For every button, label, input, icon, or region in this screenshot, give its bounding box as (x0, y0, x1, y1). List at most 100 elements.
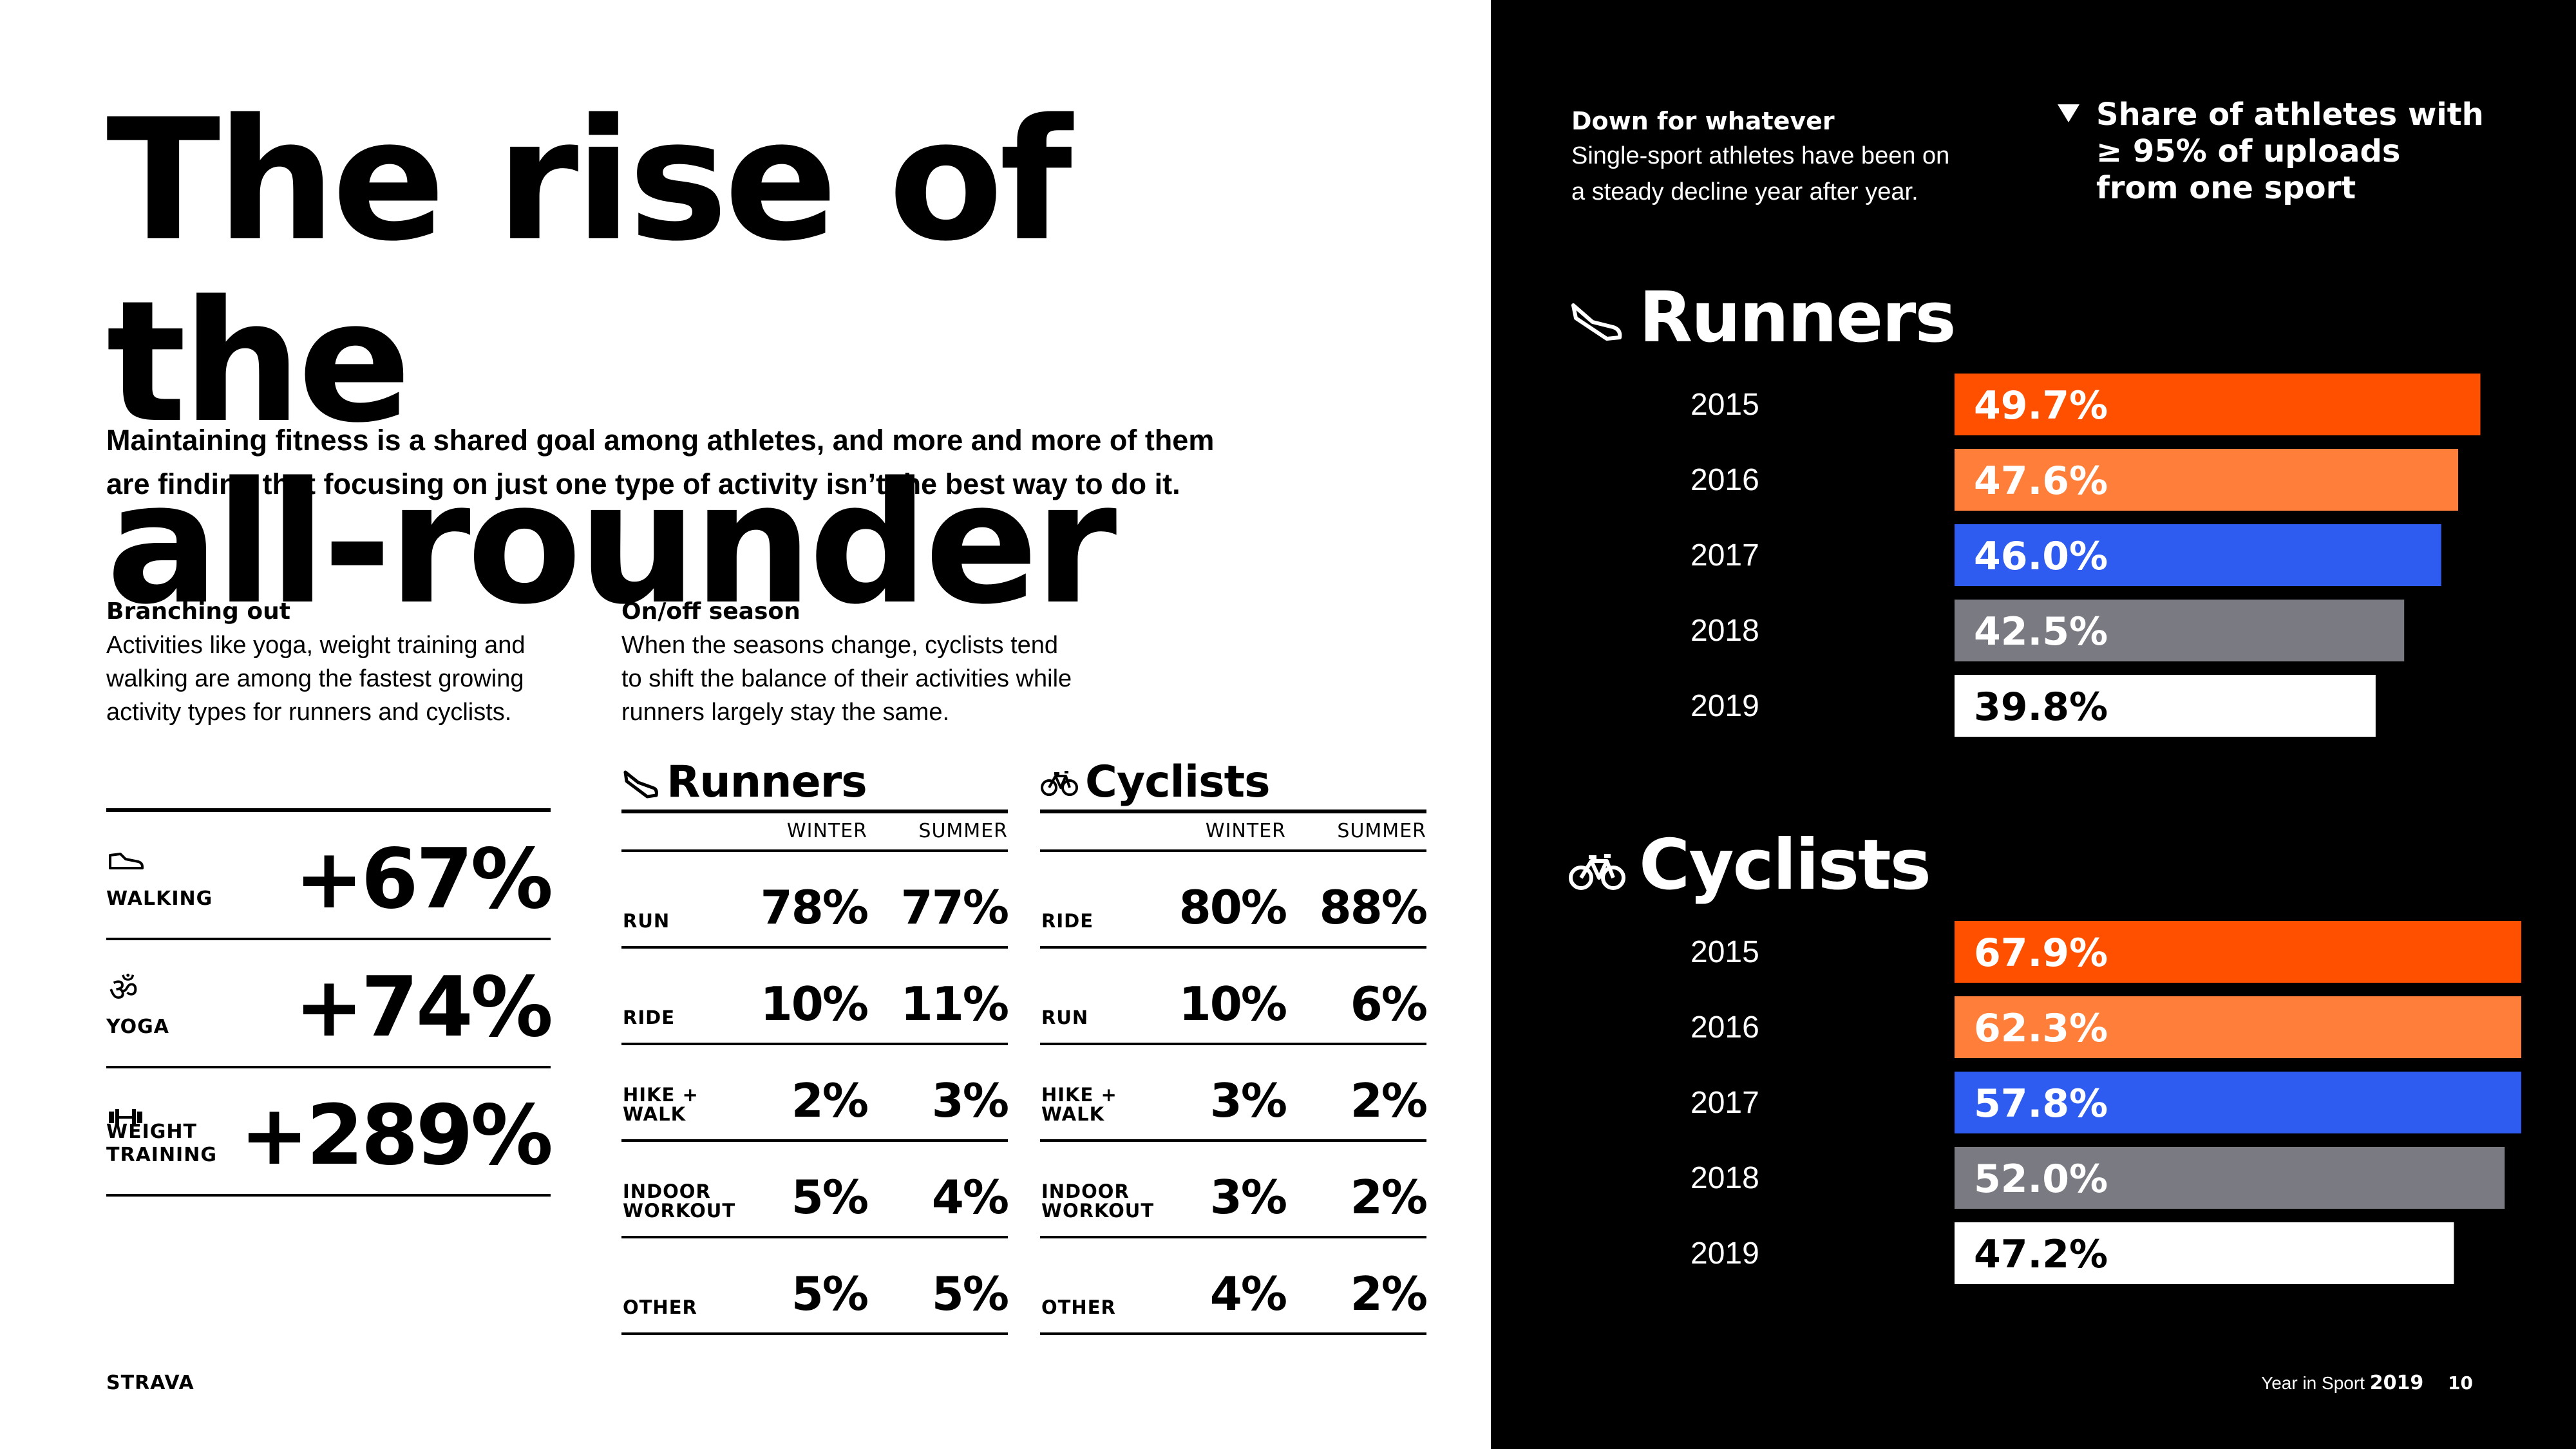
bar (1955, 374, 2481, 435)
column-summer: SUMMER (918, 820, 1008, 842)
activity-label: RIDE (623, 1007, 676, 1028)
bar (1955, 524, 2441, 586)
bar-value-label: 47.6% (1974, 459, 2108, 504)
page-number: 10 (2448, 1372, 2473, 1394)
bicycle-icon (1041, 771, 1078, 796)
year-label: 2015 (1690, 388, 1759, 422)
page-footer: Year in Sport 2019 10 (2261, 1372, 2473, 1394)
table-row: RIDE 10% 11% (621, 949, 1009, 1045)
page-subtitle: Maintaining fitness is a shared goal amo… (106, 419, 1253, 506)
dumbbell-icon (109, 1109, 142, 1126)
growth-value: +67% (294, 831, 553, 927)
bar-value-label: 42.5% (1974, 609, 2108, 654)
runners-chart: Runners 2015 49.7% 2016 47.6% 2017 46.0% 2018 4… (1568, 277, 2521, 737)
activity-label: INDOOR WORKOUT (623, 1180, 736, 1222)
season-body-line-3: runners largely stay the same. (621, 699, 950, 726)
on-off-season-section: On/off season When the seasons change, c… (621, 595, 1137, 729)
growth-label: WALKING (106, 887, 213, 910)
year-label: 2017 (1690, 538, 1759, 573)
subtitle-line-1: Maintaining fitness is a shared goal amo… (106, 424, 1215, 457)
summer-value: 6% (1350, 977, 1428, 1031)
table-row: INDOOR WORKOUT 3% 2% (1040, 1142, 1428, 1238)
bar-value-label: 46.0% (1974, 534, 2108, 579)
page-title-line-2: all-rounder (106, 447, 1117, 641)
runners-chart-title: Runners (1639, 278, 1956, 358)
runners-column-headers: WINTER SUMMER (621, 813, 1008, 852)
bar (1955, 675, 2376, 737)
table-row: RUN 78% 77% (621, 852, 1009, 949)
cyclists-chart: Cyclists 2015 67.9% 2016 62.3% 2017 57.8% 2018… (1568, 824, 2521, 1284)
activity-label: OTHER (1041, 1296, 1116, 1318)
right-body-line-2: a steady decline year after year. (1571, 178, 1918, 205)
winter-value: 5% (791, 1170, 869, 1224)
growth-top-rule (106, 808, 551, 812)
summer-value: 2% (1350, 1170, 1428, 1224)
bar (1955, 600, 2405, 661)
strava-logo: STRAVA (106, 1372, 194, 1394)
bar (1955, 1222, 2454, 1284)
table-row: OTHER 5% 5% (621, 1238, 1009, 1335)
growth-row-weight-training: WEIGHT TRAINING +289% (106, 1068, 553, 1197)
cyclists-table-title: Cyclists (1085, 757, 1271, 808)
table-row: INDOOR WORKOUT 5% 4% (621, 1142, 1009, 1238)
table-row: OTHER 4% 2% (1040, 1238, 1428, 1335)
summer-value: 3% (931, 1074, 1009, 1128)
subtitle-line-2: are finding that focusing on just one ty… (106, 468, 1180, 500)
bar (1955, 921, 2521, 983)
right-panel: Down for whatever Single-sport athletes … (1491, 0, 2576, 1449)
growth-row-yoga: ॐ YOGA +74% (106, 940, 553, 1068)
season-body-line-2: to shift the balance of their activities… (621, 665, 1072, 692)
year-label: 2017 (1690, 1086, 1759, 1120)
table-row: RIDE 80% 88% (1040, 852, 1428, 949)
growth-row-walking: WALKING +67% (106, 812, 553, 940)
bar-value-label: 47.2% (1974, 1232, 2108, 1277)
table-row: RUN 10% 6% (1040, 949, 1428, 1045)
runners-table-title: Runners (667, 757, 867, 808)
down-for-whatever-section: Down for whatever Single-sport athletes … (1571, 104, 1984, 210)
footer-year: 2019 (2369, 1372, 2424, 1394)
year-label: 2019 (1690, 1236, 1759, 1271)
winter-value: 3% (1209, 1170, 1287, 1224)
bar-value-label: 39.8% (1974, 685, 2108, 730)
branching-heading: Branching out (106, 598, 290, 625)
growth-label: YOGA (106, 1016, 169, 1038)
season-heading: On/off season (621, 598, 800, 625)
right-heading: Down for whatever (1571, 107, 1835, 135)
cyclists-table-header: Cyclists (1040, 757, 1426, 813)
page-title-line-1: The rise of the (106, 84, 1072, 460)
year-label: 2015 (1690, 935, 1759, 969)
running-shoe-icon (1571, 303, 1622, 341)
table-row: HIKE + WALK 3% 2% (1040, 1045, 1428, 1142)
summer-value: 4% (931, 1170, 1009, 1224)
cyclists-season-table: Cyclists WINTER SUMMER RIDE 80% 88% RUN … (1040, 757, 1428, 1335)
year-label: 2016 (1690, 1010, 1759, 1045)
summer-value: 2% (1350, 1074, 1428, 1128)
triangle-down-icon (2058, 104, 2079, 122)
bar-value-label: 62.3% (1974, 1006, 2108, 1051)
bar (1955, 996, 2521, 1058)
branching-out-section: Branching out Activities like yoga, weig… (106, 595, 596, 729)
growth-value: +289% (240, 1088, 553, 1184)
branching-body-line-3: activity types for runners and cyclists. (106, 699, 512, 726)
bar-value-label: 52.0% (1974, 1157, 2108, 1202)
growth-label: WEIGHT TRAINING (106, 1121, 217, 1166)
activity-label: RUN (623, 910, 670, 932)
yoga-om-icon: ॐ (109, 971, 138, 1002)
growth-list: WALKING +67% ॐ YOGA +74% WEIGHT TRAINING… (106, 808, 553, 1197)
cyclists-column-headers: WINTER SUMMER (1040, 813, 1426, 852)
column-winter: WINTER (786, 820, 867, 842)
winter-value: 2% (791, 1074, 869, 1128)
winter-value: 10% (1179, 977, 1287, 1031)
activity-label: RUN (1041, 1007, 1089, 1028)
winter-value: 10% (760, 977, 869, 1031)
summer-value: 2% (1350, 1267, 1428, 1321)
column-winter: WINTER (1205, 820, 1286, 842)
activity-label: RIDE (1041, 910, 1094, 932)
summer-value: 88% (1319, 880, 1428, 934)
running-shoe-icon (623, 770, 658, 799)
legend-text: Share of athletes with ≥ 95% of uploads … (2096, 97, 2521, 207)
summer-value: 11% (900, 977, 1009, 1031)
bar (1955, 1072, 2521, 1133)
bar-value-label: 57.8% (1974, 1081, 2108, 1126)
runners-table-header: Runners (621, 757, 1008, 813)
